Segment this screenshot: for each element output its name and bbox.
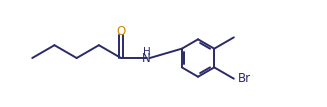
Text: Br: Br [237, 72, 250, 85]
Text: H: H [143, 47, 151, 57]
Text: N: N [142, 52, 151, 65]
Text: O: O [116, 25, 126, 38]
